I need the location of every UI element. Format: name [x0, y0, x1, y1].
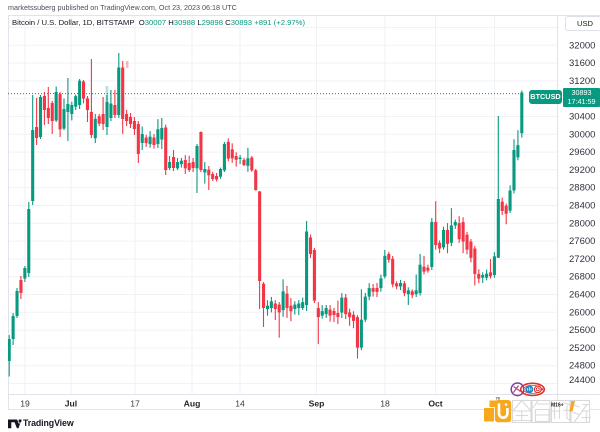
svg-text:26800: 26800 [569, 272, 595, 283]
svg-text:M16+: M16+ [551, 403, 564, 409]
svg-text:18: 18 [380, 399, 390, 409]
svg-text:24400: 24400 [569, 375, 595, 386]
svg-text:24800: 24800 [569, 361, 595, 372]
svg-text:26000: 26000 [569, 307, 595, 318]
svg-text:Oct: Oct [428, 399, 442, 409]
svg-text:27200: 27200 [569, 254, 595, 265]
svg-text:28800: 28800 [569, 183, 595, 194]
svg-text:26400: 26400 [569, 290, 595, 301]
svg-text:Jul: Jul [65, 399, 77, 409]
svg-text:30000: 30000 [569, 129, 595, 140]
svg-text:Aug: Aug [184, 399, 201, 409]
svg-text:25600: 25600 [569, 325, 595, 336]
svg-text:25200: 25200 [569, 343, 595, 354]
svg-text:27600: 27600 [569, 236, 595, 247]
svg-text:31200: 31200 [569, 76, 595, 87]
svg-text:28000: 28000 [569, 218, 595, 229]
svg-text:29600: 29600 [569, 147, 595, 158]
svg-text:28400: 28400 [569, 201, 595, 212]
svg-text:19: 19 [20, 399, 30, 409]
svg-text:30400: 30400 [569, 112, 595, 123]
svg-text:29200: 29200 [569, 165, 595, 176]
svg-text:76: 76 [496, 396, 501, 401]
svg-text:14: 14 [235, 399, 245, 409]
svg-text:Sep: Sep [309, 399, 325, 409]
svg-text:17: 17 [130, 399, 140, 409]
svg-text:32000: 32000 [569, 40, 595, 51]
svg-text:31600: 31600 [569, 58, 595, 69]
